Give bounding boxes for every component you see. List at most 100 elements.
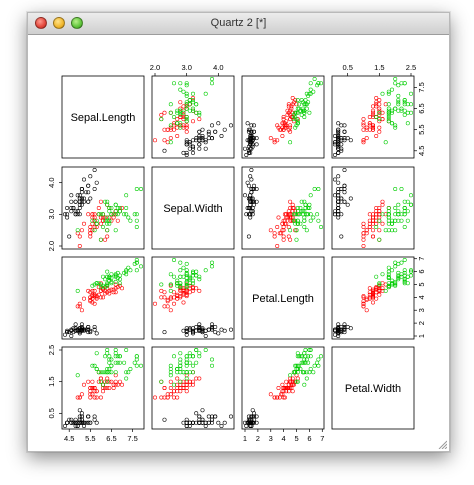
data-point bbox=[210, 76, 215, 81]
data-point bbox=[90, 300, 95, 305]
data-point bbox=[380, 272, 385, 277]
data-point bbox=[393, 123, 398, 128]
data-point bbox=[254, 142, 259, 147]
data-point bbox=[316, 187, 321, 192]
data-point bbox=[377, 209, 382, 214]
data-point bbox=[105, 215, 110, 220]
data-point bbox=[399, 212, 404, 217]
data-point bbox=[229, 327, 234, 332]
data-point bbox=[210, 324, 215, 329]
data-point bbox=[197, 129, 202, 134]
data-point bbox=[194, 420, 199, 425]
data-point bbox=[302, 102, 307, 107]
data-point bbox=[120, 206, 125, 211]
window-title: Quartz 2 [*] bbox=[210, 17, 267, 29]
data-point bbox=[168, 379, 173, 384]
data-point bbox=[386, 274, 391, 279]
data-point bbox=[184, 420, 189, 425]
data-point bbox=[178, 274, 183, 279]
data-point bbox=[77, 328, 82, 333]
data-point bbox=[69, 417, 74, 422]
resize-grip-icon[interactable] bbox=[437, 439, 447, 449]
data-point bbox=[281, 237, 286, 242]
data-point bbox=[175, 117, 180, 122]
data-point bbox=[399, 218, 404, 223]
data-point bbox=[405, 274, 410, 279]
data-point bbox=[94, 295, 99, 300]
data-point bbox=[191, 144, 196, 149]
data-point bbox=[277, 127, 282, 132]
data-point bbox=[377, 119, 382, 124]
data-point bbox=[342, 129, 347, 134]
data-point bbox=[289, 212, 294, 217]
data-point bbox=[101, 287, 106, 292]
data-point bbox=[306, 100, 311, 105]
data-point bbox=[191, 270, 196, 275]
data-point bbox=[280, 382, 285, 387]
data-point bbox=[203, 347, 208, 352]
data-point bbox=[288, 237, 293, 242]
zoom-button[interactable] bbox=[71, 17, 83, 29]
data-point bbox=[69, 193, 74, 198]
data-point bbox=[105, 281, 110, 286]
data-point bbox=[246, 144, 251, 149]
diagonal-panel bbox=[151, 166, 235, 250]
data-point bbox=[92, 215, 97, 220]
data-point bbox=[98, 285, 103, 290]
data-point bbox=[73, 328, 78, 333]
data-point bbox=[380, 221, 385, 226]
data-point bbox=[288, 373, 293, 378]
data-point bbox=[168, 140, 173, 145]
data-point bbox=[402, 102, 407, 107]
data-point bbox=[361, 225, 366, 230]
data-point bbox=[361, 121, 366, 126]
data-point bbox=[122, 212, 127, 217]
data-point bbox=[367, 115, 372, 120]
data-point bbox=[244, 153, 249, 158]
data-point bbox=[162, 330, 167, 335]
data-point bbox=[243, 420, 248, 425]
data-point bbox=[294, 123, 299, 128]
data-point bbox=[77, 202, 82, 207]
data-point bbox=[197, 117, 202, 122]
data-point bbox=[88, 328, 93, 333]
data-point bbox=[178, 268, 183, 273]
close-button[interactable] bbox=[35, 17, 47, 29]
tick-label: 1.5 bbox=[47, 376, 56, 386]
data-point bbox=[96, 206, 101, 211]
data-point bbox=[191, 100, 196, 105]
data-point bbox=[194, 411, 199, 416]
data-point bbox=[336, 131, 341, 136]
data-point bbox=[336, 150, 341, 155]
data-point bbox=[291, 218, 296, 223]
data-point bbox=[312, 76, 317, 81]
data-point bbox=[248, 140, 253, 145]
data-point bbox=[300, 370, 305, 375]
data-point bbox=[370, 212, 375, 217]
data-point bbox=[105, 290, 110, 295]
data-point bbox=[290, 389, 295, 394]
data-point bbox=[134, 357, 139, 362]
data-point bbox=[103, 288, 108, 293]
data-point bbox=[77, 301, 82, 306]
scatter-panel bbox=[151, 346, 235, 430]
minimize-button[interactable] bbox=[53, 17, 65, 29]
data-point bbox=[187, 360, 192, 365]
data-point bbox=[115, 212, 120, 217]
data-point bbox=[187, 140, 192, 145]
data-point bbox=[77, 408, 82, 413]
data-point bbox=[293, 110, 298, 115]
data-point bbox=[299, 98, 304, 103]
data-point bbox=[109, 370, 114, 375]
title-bar[interactable]: Quartz 2 [*] bbox=[28, 13, 449, 35]
data-point bbox=[361, 138, 366, 143]
data-point bbox=[294, 237, 299, 242]
data-point bbox=[367, 121, 372, 126]
data-point bbox=[117, 379, 122, 384]
tick-label: 4 bbox=[417, 295, 426, 299]
data-point bbox=[79, 228, 84, 233]
data-point bbox=[172, 395, 177, 400]
data-point bbox=[90, 296, 95, 301]
data-point bbox=[77, 304, 82, 309]
data-point bbox=[291, 112, 296, 117]
